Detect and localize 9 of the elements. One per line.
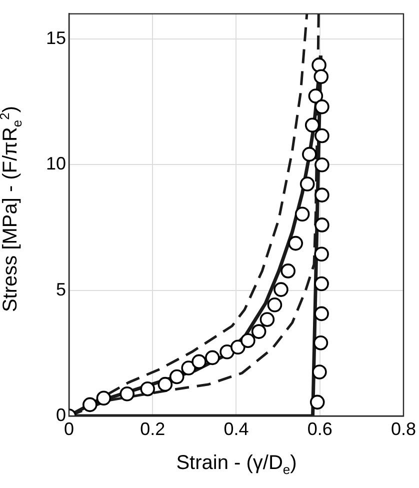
y-tick-label: 0 (56, 404, 66, 425)
y-tick-label: 5 (56, 279, 66, 300)
x-tick-label: 0.8 (390, 418, 416, 439)
x-tick-label: 0.6 (307, 418, 332, 439)
x-tick-label: 0.4 (224, 418, 249, 439)
y-tick-label: 10 (46, 154, 66, 174)
y-tick-label: 15 (46, 28, 66, 48)
x-axis-title: Strain - (γ/D$_{e}$) (175, 452, 298, 477)
x-tick-label: 0.2 (140, 418, 166, 439)
